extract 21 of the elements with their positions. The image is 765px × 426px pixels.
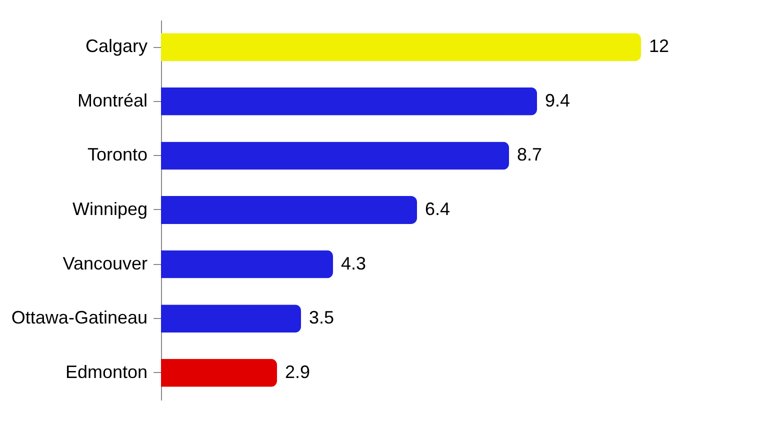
y-tick-label: Winnipeg [72,199,148,219]
data-label: 4.3 [341,253,366,274]
bar [161,33,641,62]
bar [161,250,333,278]
y-tick-label: Ottawa-Gatineau [11,308,148,328]
data-label: 9.4 [545,90,570,110]
bar [161,87,537,116]
data-label: 12 [649,36,670,56]
y-tick-label: Vancouver [62,253,148,274]
y-tick-label: Calgary [85,36,148,56]
data-label: 6.4 [425,199,450,219]
bar [161,196,417,224]
y-tick-label: Montréal [77,90,148,110]
y-tick-label: Toronto [87,144,148,165]
y-tick-label: Edmonton [65,362,148,382]
data-label: 3.5 [309,308,334,328]
bar [161,358,277,387]
data-label: 2.9 [285,362,310,382]
bar [161,304,301,333]
data-label: 8.7 [517,144,542,165]
bar [161,142,509,170]
